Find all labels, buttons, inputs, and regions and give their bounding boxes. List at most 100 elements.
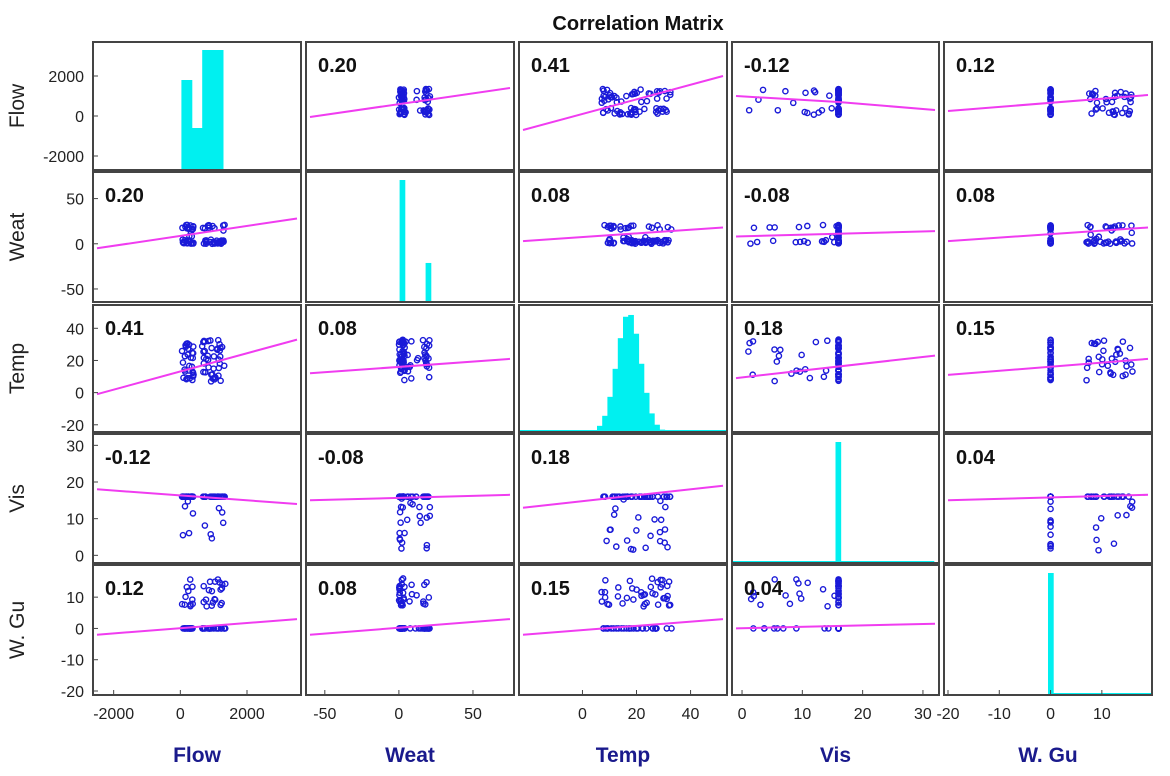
scatter-point bbox=[747, 595, 755, 603]
scatter-point bbox=[408, 338, 415, 345]
column-axis-label: Temp bbox=[596, 744, 650, 767]
scatter-point bbox=[1100, 337, 1108, 344]
scatter-point bbox=[423, 514, 431, 521]
y-tick-label: -50 bbox=[61, 282, 84, 299]
scatter-point bbox=[204, 352, 212, 360]
cell-weat-weat-frame bbox=[305, 171, 515, 303]
scatter-point bbox=[654, 601, 662, 608]
scatter-point bbox=[407, 499, 414, 507]
histogram-bar bbox=[602, 415, 608, 432]
scatter-point bbox=[795, 223, 803, 231]
scatter-point bbox=[200, 582, 208, 590]
scatter-point bbox=[180, 374, 187, 382]
histogram-bar bbox=[628, 314, 634, 432]
scatter-point bbox=[189, 354, 197, 362]
scatter-point bbox=[599, 109, 607, 117]
scatter-point bbox=[1047, 505, 1054, 513]
cell-w-gu-weat-frame bbox=[305, 564, 515, 696]
scatter-point bbox=[1104, 362, 1112, 370]
scatter-point bbox=[408, 590, 416, 598]
scatter-point bbox=[179, 359, 187, 366]
scatter-point bbox=[1126, 107, 1134, 115]
scatter-point bbox=[775, 352, 783, 360]
scatter-point bbox=[824, 602, 831, 610]
scatter-point bbox=[396, 529, 403, 537]
scatter-point bbox=[413, 87, 421, 95]
chart-title: Correlation Matrix bbox=[552, 13, 723, 35]
scatter-point bbox=[1047, 531, 1054, 539]
histogram-bar bbox=[617, 338, 624, 432]
row-axis-label: Temp bbox=[6, 343, 29, 394]
scatter-point bbox=[652, 625, 660, 632]
scatter-point bbox=[404, 351, 411, 359]
scatter-point bbox=[398, 545, 405, 552]
scatter-point bbox=[416, 512, 424, 520]
scatter-point bbox=[1128, 222, 1135, 229]
scatter-point bbox=[217, 377, 224, 385]
scatter-point bbox=[749, 589, 757, 596]
scatter-point bbox=[425, 594, 433, 601]
cell-flow-temp-frame bbox=[518, 41, 728, 171]
scatter-point bbox=[1047, 374, 1054, 381]
scatter-flow-vs-weat bbox=[309, 85, 511, 119]
scatter-point bbox=[645, 223, 653, 230]
scatter-point bbox=[835, 345, 842, 352]
scatter-point bbox=[835, 598, 842, 605]
scatter-point bbox=[1047, 344, 1054, 352]
scatter-point bbox=[626, 577, 634, 585]
scatter-point bbox=[1102, 239, 1109, 246]
scatter-point bbox=[759, 86, 767, 94]
scatter-point bbox=[643, 97, 651, 105]
fit-line bbox=[947, 493, 1149, 502]
scatter-point bbox=[413, 356, 421, 364]
cell-weat-w-gu-frame bbox=[943, 171, 1153, 303]
scatter-point bbox=[205, 224, 213, 232]
scatter-point bbox=[1047, 341, 1054, 348]
scatter-point bbox=[615, 584, 622, 591]
scatter-point bbox=[422, 111, 429, 118]
x-tick-label: 0 bbox=[578, 706, 587, 723]
scatter-point bbox=[202, 368, 209, 376]
scatter-point bbox=[215, 372, 222, 379]
scatter-point bbox=[219, 519, 227, 527]
fit-line bbox=[309, 618, 511, 636]
scatter-point bbox=[612, 543, 620, 550]
cell-weat-vis-frame bbox=[731, 171, 940, 303]
scatter-point bbox=[402, 338, 409, 346]
scatter-point bbox=[662, 503, 669, 511]
scatter-point bbox=[1047, 371, 1054, 379]
scatter-point bbox=[1047, 542, 1054, 550]
scatter-point bbox=[664, 582, 671, 590]
scatter-point bbox=[664, 543, 671, 551]
scatter-point bbox=[819, 221, 827, 229]
scatter-point bbox=[627, 222, 635, 230]
scatter-point bbox=[648, 224, 656, 231]
x-tick-label: 0 bbox=[394, 706, 403, 723]
scatter-point bbox=[205, 586, 213, 594]
scatter-point bbox=[835, 351, 842, 359]
scatter-point bbox=[641, 591, 649, 598]
scatter-weat-vs-w-gu bbox=[947, 221, 1149, 247]
scatter-point bbox=[400, 359, 407, 366]
y-tick-label: 0 bbox=[75, 386, 84, 403]
y-tick-label: 50 bbox=[66, 192, 84, 209]
scatter-point bbox=[598, 99, 606, 107]
scatter-w-gu-vs-vis bbox=[735, 576, 936, 632]
cell-flow-vis-frame bbox=[731, 41, 940, 171]
x-tick-label: 50 bbox=[464, 706, 482, 723]
scatter-point bbox=[1127, 98, 1134, 106]
scatter-point bbox=[745, 106, 753, 114]
scatter-point bbox=[1105, 109, 1113, 117]
correlation-label: 0.12 bbox=[105, 578, 144, 600]
fit-line bbox=[735, 622, 936, 630]
histogram-bar bbox=[633, 333, 640, 432]
scatter-point bbox=[407, 375, 415, 382]
scatter-point bbox=[629, 546, 637, 553]
scatter-point bbox=[657, 584, 664, 591]
histogram-vis bbox=[732, 442, 935, 563]
scatter-point bbox=[1087, 231, 1094, 239]
histogram-flow bbox=[181, 50, 224, 170]
scatter-point bbox=[617, 223, 624, 230]
scatter-point bbox=[654, 578, 661, 586]
